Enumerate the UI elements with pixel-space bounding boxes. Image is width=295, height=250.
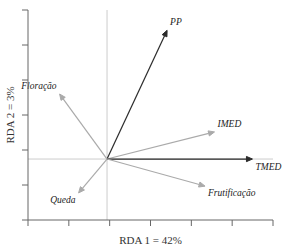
svg-text:Queda: Queda [50,195,76,205]
svg-text:PP: PP [169,17,182,27]
svg-text:TMED: TMED [255,162,281,172]
svg-text:Floração: Floração [20,81,57,91]
svg-text:Frutificação: Frutificação [207,188,256,198]
svg-text:RDA 2 = 3%: RDA 2 = 3% [8,86,16,143]
svg-text:IMED: IMED [217,119,242,129]
svg-text:RDA 1 = 42%: RDA 1 = 42% [119,234,182,246]
